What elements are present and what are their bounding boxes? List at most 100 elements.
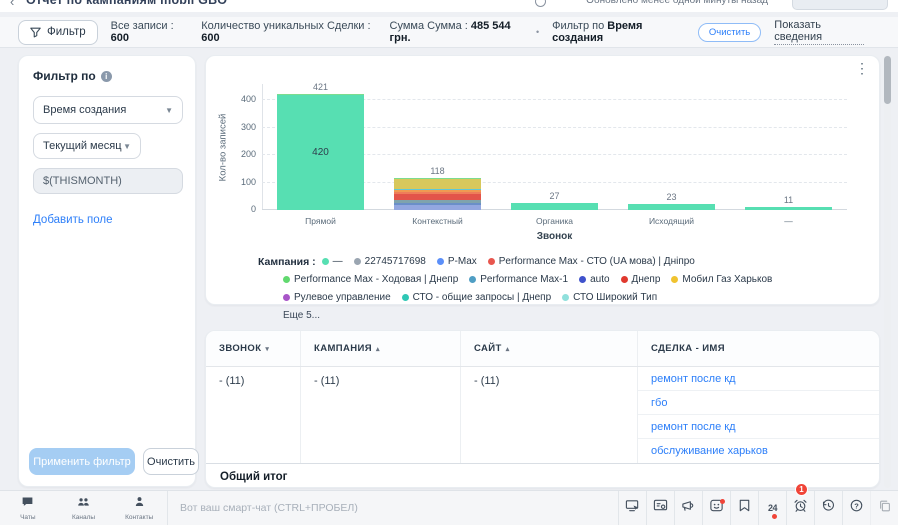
column-header-4[interactable]: СДЕЛКА - ИМЯ	[638, 331, 879, 366]
chat-tab-label: Контакты	[125, 514, 154, 521]
legend-dot	[353, 258, 361, 265]
bar-—[interactable]	[744, 206, 833, 210]
stat-sum: Сумма Сумма : 485 544 грн.	[389, 20, 511, 44]
back-arrow-icon[interactable]: ‹	[10, 0, 15, 9]
tag-icon-button[interactable]	[730, 491, 758, 525]
notification-dot	[772, 514, 777, 519]
window-settings-icon-button[interactable]	[646, 491, 674, 525]
bar-total-label: 11	[783, 194, 794, 205]
updated-note: Обновлено менее одной минуты назад	[586, 0, 768, 6]
legend-item[interactable]: СТО Широкий Тип	[562, 289, 657, 306]
header-action-button[interactable]	[792, 0, 888, 10]
table-footer-row: Общий итог	[206, 463, 879, 487]
megaphone-icon	[681, 498, 696, 518]
table-row: обслуживание харьков	[638, 439, 879, 463]
show-details-link[interactable]: Показать сведения	[774, 19, 864, 45]
feedback-icon-button[interactable]	[702, 491, 730, 525]
bar-segment[interactable]	[393, 191, 482, 195]
legend-item[interactable]: Рулевое управление	[283, 289, 391, 306]
deal-link[interactable]: ремонт после кд	[651, 372, 736, 385]
legend-label: Performance Max - Ходовая | Днепр	[294, 274, 459, 285]
smart-chat-input[interactable]	[168, 491, 618, 525]
hours-24-icon-button[interactable]: 24	[758, 491, 786, 525]
bar-segment[interactable]	[393, 188, 482, 190]
legend-label: 22745717698	[364, 256, 426, 267]
bar-segment[interactable]	[510, 202, 599, 210]
clear-filter-pill[interactable]: Очистить	[697, 22, 762, 42]
bars-row: 421 420 118 27 23 11	[262, 72, 847, 210]
legend-label: Performance Max - СТО (UA мова) | Дніпро	[498, 256, 695, 267]
bar-segment[interactable]	[393, 200, 482, 203]
legend-item[interactable]: P-Max	[436, 253, 477, 270]
stat-unique-deals: Количество уникальных Сделки : 600	[201, 20, 371, 44]
bar-segment[interactable]	[393, 189, 482, 192]
devices-icon-button[interactable]	[618, 491, 646, 525]
gridline	[262, 99, 847, 100]
deal-link[interactable]: ремонт после кд	[651, 420, 736, 433]
legend-label: —	[332, 256, 343, 267]
chat-tab-Чаты[interactable]: Чаты	[0, 491, 56, 525]
bar-Контекстный[interactable]	[393, 177, 482, 210]
bar-Органика[interactable]	[510, 202, 599, 210]
megaphone-icon-button[interactable]	[674, 491, 702, 525]
x-category-label: Контекстный	[412, 216, 463, 226]
vertical-scrollbar-track[interactable]	[884, 55, 891, 488]
alarm-icon	[793, 498, 808, 518]
chat-tab-Контакты[interactable]: Контакты	[111, 491, 167, 525]
bar-Исходящий[interactable]	[627, 203, 716, 210]
bar-segment[interactable]	[393, 202, 482, 206]
alarm-icon-button[interactable]: 1	[786, 483, 814, 525]
legend-item[interactable]: Performance Max - СТО (UA мова) | Дніпро	[487, 253, 695, 270]
notification-dot	[720, 499, 725, 504]
column-header-1[interactable]: ЗВОНОК ▾	[206, 331, 301, 366]
bar-segment[interactable]	[393, 205, 482, 210]
bar-segment[interactable]	[393, 179, 482, 189]
filter-value-input[interactable]: $(THISMONTH)	[33, 168, 183, 194]
y-tick-label: 0	[250, 204, 256, 214]
legend-item[interactable]: Днепр	[620, 271, 661, 288]
deal-link[interactable]: обслуживание харьков	[651, 445, 768, 457]
bar-segment[interactable]	[627, 203, 716, 210]
legend-item[interactable]: СТО - общие запросы | Днепр	[401, 289, 551, 306]
column-header-3[interactable]: САЙТ ▴	[461, 331, 638, 366]
legend-item[interactable]: —	[321, 253, 343, 270]
legend-item[interactable]: Performance Max-1	[469, 271, 568, 288]
clear-filter-button[interactable]: Очистить	[143, 448, 199, 475]
sort-arrow-icon: ▴	[375, 345, 380, 353]
deal-link[interactable]: гбо	[651, 396, 668, 409]
copy-icon-button	[870, 491, 898, 525]
kebab-menu-icon[interactable]: ⋮	[855, 60, 869, 76]
tag-icon	[737, 498, 752, 518]
bar-Прямой[interactable]	[276, 94, 365, 210]
filter-panel-title: Фильтр по i	[33, 69, 181, 83]
legend-more-link[interactable]: Еще 5...	[283, 310, 321, 321]
history-icon-button[interactable]	[814, 491, 842, 525]
filter-period-select[interactable]: Текущий месяц ▼	[33, 133, 141, 159]
column-header-2[interactable]: КАМПАНИЯ ▴	[301, 331, 461, 366]
bar-slot: 421 420	[262, 72, 379, 210]
legend-item[interactable]: 22745717698	[353, 253, 426, 270]
help-icon: ?	[849, 498, 864, 518]
filter-button[interactable]: Фильтр	[18, 19, 98, 45]
bar-total-label: 421	[312, 82, 329, 93]
chat-tab-Каналы[interactable]: Каналы	[56, 491, 112, 525]
filter-field-select[interactable]: Время создания ▼	[33, 96, 183, 124]
cell-kampaniya: - (11)	[301, 367, 461, 463]
vertical-scrollbar-thumb[interactable]	[884, 56, 891, 104]
add-field-link[interactable]: Добавить поле	[33, 214, 113, 226]
help-icon-button[interactable]: ?	[842, 491, 870, 525]
bar-segment[interactable]	[393, 177, 482, 180]
y-tick-label: 400	[240, 94, 256, 104]
legend-label: Днепр	[631, 274, 661, 285]
legend-item[interactable]: Мобил Газ Харьков	[671, 271, 772, 288]
legend-item[interactable]: Performance Max - Ходовая | Днепр	[283, 271, 458, 288]
apply-filter-button[interactable]: Применить фильтр	[29, 448, 135, 475]
bar-segment[interactable]	[393, 194, 482, 201]
y-tick-label: 100	[240, 176, 256, 187]
chat-tabs: Чаты Каналы Контакты	[0, 491, 168, 525]
bar-segment[interactable]	[744, 206, 833, 210]
legend-item[interactable]: auto	[579, 271, 610, 288]
bar-segment[interactable]	[276, 94, 365, 210]
sort-arrow-icon: ▴	[505, 345, 510, 353]
legend-dot	[283, 294, 290, 301]
